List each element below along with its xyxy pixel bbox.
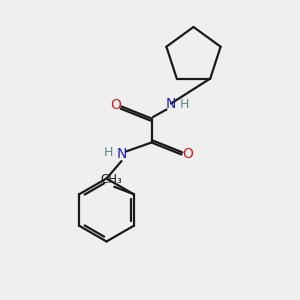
Text: H: H [180, 98, 189, 112]
Text: N: N [166, 97, 176, 110]
Text: N: N [116, 148, 127, 161]
Text: O: O [110, 98, 121, 112]
Text: O: O [183, 148, 194, 161]
Text: CH₃: CH₃ [100, 173, 122, 186]
Text: H: H [104, 146, 114, 159]
